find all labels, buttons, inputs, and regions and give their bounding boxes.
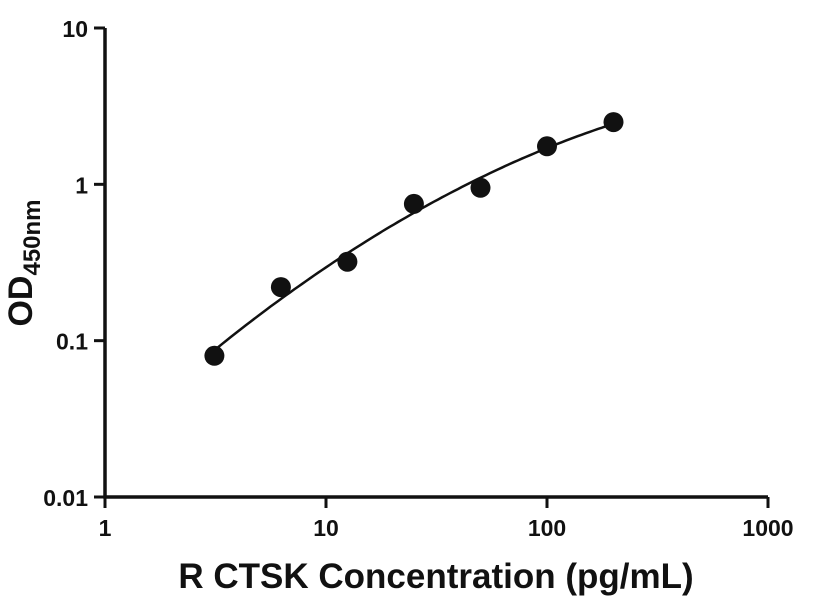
- y-axis-title-sub: 450nm: [19, 199, 46, 275]
- data-point: [603, 112, 624, 133]
- y-axis-title: OD450nm: [2, 199, 46, 326]
- x-tick-label: 10: [313, 515, 339, 541]
- data-point: [537, 136, 557, 157]
- x-axis-title: R CTSK Concentration (pg/mL): [178, 557, 693, 596]
- fit-curve: [213, 122, 614, 352]
- data-point: [204, 345, 225, 366]
- x-tick-label: 1: [99, 515, 112, 541]
- axes-spines: [103, 28, 768, 499]
- plot-area: 1 10 100 1000 0.01 0.1 1 10: [43, 16, 793, 541]
- y-tick-label: 0.1: [56, 329, 88, 355]
- y-tick-label: 1: [75, 172, 88, 198]
- y-tick-label: 10: [62, 16, 88, 42]
- data-point: [337, 251, 358, 272]
- data-point: [403, 193, 424, 214]
- y-axis-title-main: OD: [2, 276, 40, 327]
- x-tick-label: 1000: [742, 515, 793, 541]
- data-point: [270, 277, 291, 298]
- data-point: [470, 177, 491, 198]
- x-tick-label: 100: [528, 515, 566, 541]
- y-tick-label: 0.01: [43, 485, 88, 511]
